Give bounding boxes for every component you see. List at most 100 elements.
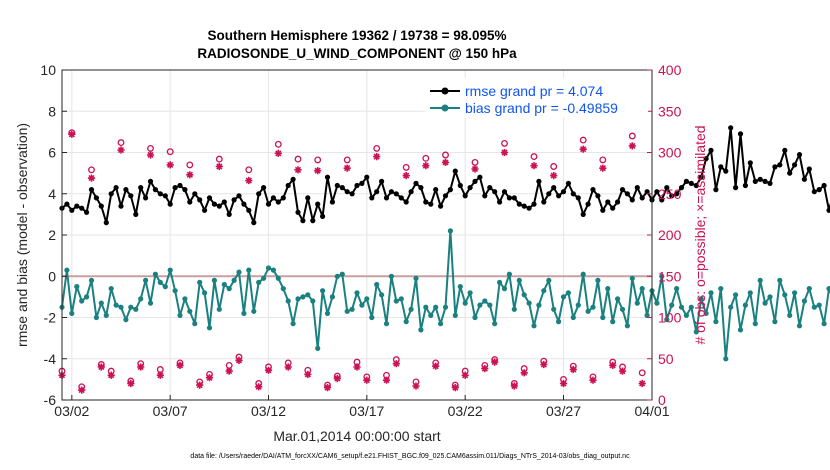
obs-assimilated-point [559, 379, 568, 388]
obs-assimilated-point [491, 358, 499, 366]
obs-assimilated-point [255, 383, 263, 391]
rmse-point [329, 199, 335, 205]
obs-assimilated-point [530, 162, 538, 170]
obs-assimilated-point [176, 361, 184, 369]
rmse-point [69, 207, 75, 213]
bias-point [556, 319, 562, 325]
rmse-point [629, 197, 635, 203]
obs-assimilated-point [579, 145, 587, 153]
rmse-point [103, 220, 109, 226]
obs-possible-point [117, 139, 125, 147]
rmse-point [93, 195, 99, 201]
rmse-point [172, 185, 178, 191]
y-axis-left-label: rmse and bias (model - observation) [14, 123, 30, 347]
rmse-point [324, 174, 331, 180]
rmse-point [74, 203, 80, 209]
obs-assimilated-point [314, 167, 322, 175]
bias-point [452, 312, 458, 318]
rmse-point [320, 213, 326, 219]
rmse-point [688, 180, 694, 186]
bias-point [113, 302, 119, 308]
rmse-point [182, 187, 188, 193]
bias-point [275, 275, 281, 281]
bias-point [747, 290, 753, 296]
rmse-point [462, 193, 468, 199]
bias-point [772, 319, 778, 325]
obs-possible-point [638, 369, 646, 377]
obs-assimilated-point [540, 360, 548, 369]
rmse-point [487, 185, 493, 191]
obs-assimilated-point [156, 371, 164, 379]
legend-rmse-marker [441, 87, 449, 95]
obs-possible-point [579, 136, 587, 144]
rmse-point [354, 182, 360, 189]
bias-point [128, 304, 134, 310]
rmse-point [290, 176, 296, 182]
bias-point [536, 302, 542, 308]
rmse-point [600, 207, 606, 213]
obs-possible-point [215, 155, 223, 163]
rmse-point [305, 195, 311, 201]
y-tick-label-right: 150 [658, 268, 682, 284]
rmse-point [728, 125, 734, 131]
bias-point [315, 345, 321, 351]
rmse-point [482, 193, 488, 199]
bias-point [251, 308, 257, 314]
bias-point [674, 286, 680, 292]
rmse-point [536, 178, 542, 184]
y-tick-label-left: -6 [44, 392, 57, 408]
rmse-point [742, 182, 749, 189]
rmse-point [772, 164, 778, 170]
bias-point [310, 298, 316, 304]
rmse-point [192, 191, 198, 197]
rmse-point [359, 180, 365, 186]
rmse-point [398, 195, 404, 201]
rmse-point [162, 193, 168, 199]
rmse-point [113, 185, 119, 191]
y-tick-label-right: 200 [658, 227, 682, 243]
rmse-point [79, 205, 85, 211]
bias-point [634, 300, 640, 306]
obs-possible-point [422, 154, 430, 162]
rmse-point [300, 218, 306, 224]
rmse-point [280, 195, 286, 201]
legend-rmse-label: rmse grand pr = 4.074 [465, 83, 603, 99]
bias-point [84, 294, 90, 300]
bias-series [59, 228, 830, 362]
bias-point [413, 275, 419, 281]
y-tick-label-right: 300 [658, 145, 682, 161]
obs-assimilated-point [392, 360, 400, 368]
obs-possible-point [156, 366, 164, 373]
bias-point [821, 321, 827, 327]
obs-assimilated-point [638, 379, 646, 388]
obs-assimilated-point [550, 172, 558, 180]
rmse-point [442, 193, 449, 199]
bias-point [664, 317, 670, 323]
bias-point [226, 286, 232, 292]
bias-point [320, 288, 326, 294]
rmse-point [206, 195, 213, 201]
bias-point [447, 228, 453, 234]
bias-point [624, 323, 631, 329]
bias-point [570, 314, 576, 321]
obs-assimilated-point [304, 370, 312, 378]
y-tick-label-left: 4 [48, 186, 56, 202]
bias-point [334, 273, 340, 279]
obs-assimilated-point [481, 365, 489, 373]
rmse-point [216, 203, 222, 209]
obs-assimilated-point [166, 161, 174, 169]
bias-point [202, 290, 208, 296]
rmse-point [654, 189, 660, 195]
bias-point [216, 306, 222, 312]
obs-possible-point [501, 139, 508, 147]
bias-point [98, 300, 104, 306]
y-tick-label-right: 0 [658, 392, 666, 408]
rmse-point [118, 203, 124, 209]
rmse-point [767, 180, 773, 186]
rmse-point [787, 170, 793, 176]
legend-bias-label: bias grand pr = -0.49859 [465, 100, 618, 116]
bias-point [600, 314, 606, 321]
bias-point [482, 298, 488, 304]
rmse-point [187, 199, 193, 205]
obs-assimilated-point [284, 363, 292, 371]
